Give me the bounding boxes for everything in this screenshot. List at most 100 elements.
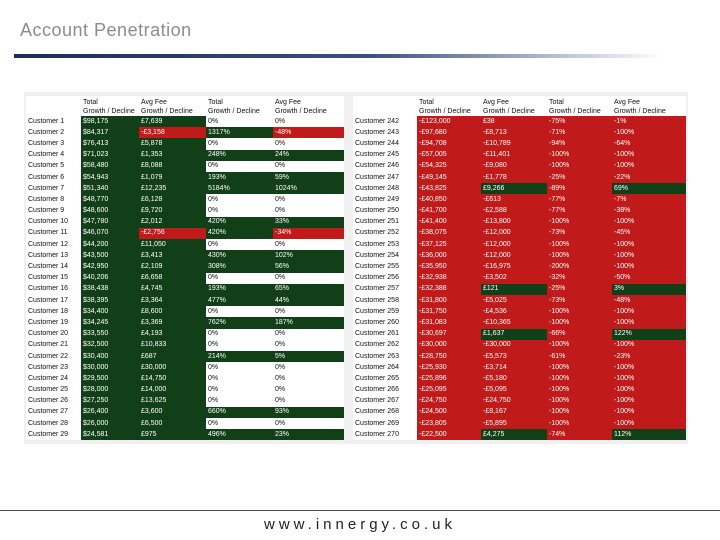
- column-header: Avg Fee Growth / Decline: [481, 96, 547, 116]
- value-cell: $42,950: [81, 261, 139, 273]
- value-cell: 0%: [273, 116, 344, 128]
- value-cell: 122%: [612, 328, 686, 340]
- value-cell: -£22,500: [417, 429, 481, 441]
- customer-name: Customer 8: [26, 194, 81, 206]
- value-cell: £10,833: [139, 339, 206, 351]
- table-row: Customer 252 -£38,075 -£12,000 -73% -45%: [353, 227, 686, 240]
- table-row: Customer 27 $26,400 £3,600 660% 93%: [26, 406, 344, 419]
- value-cell: -100%: [547, 250, 612, 262]
- value-cell: 193%: [206, 171, 273, 184]
- customer-name: Customer 244: [353, 138, 417, 150]
- value-cell: 0%: [206, 194, 273, 206]
- value-cell: -£28,750: [417, 350, 481, 363]
- table-row: Customer 264 -£25,930 -£3,714 -100% -100%: [353, 362, 686, 374]
- customer-name: Customer 1: [26, 116, 81, 128]
- value-cell: -£31,800: [417, 295, 481, 307]
- value-cell: 0%: [273, 160, 344, 172]
- value-cell: $30,400: [81, 350, 139, 363]
- top-decline-table: Total Growth / Decline Avg Fee Growth / D…: [353, 96, 686, 441]
- customer-name: Customer 29: [26, 429, 81, 441]
- value-cell: 0%: [206, 272, 273, 284]
- value-cell: -£4,536: [481, 306, 547, 318]
- value-cell: $47,780: [81, 216, 139, 228]
- value-cell: 308%: [206, 261, 273, 273]
- value-cell: £2,012: [139, 216, 206, 228]
- table-row: Customer 22 $30,400 £687 214% 5%: [26, 350, 344, 363]
- value-cell: £4,745: [139, 283, 206, 295]
- value-cell: 0%: [206, 205, 273, 217]
- table-row: Customer 253 -£37,125 -£12,000 -100% -100%: [353, 239, 686, 251]
- value-cell: $44,200: [81, 239, 139, 251]
- value-cell: £9,720: [139, 205, 206, 217]
- column-header: Total Growth / Decline: [547, 96, 612, 116]
- customer-name: Customer 20: [26, 328, 81, 340]
- customer-name: Customer 11: [26, 227, 81, 240]
- value-cell: 0%: [206, 306, 273, 318]
- header-row: Total Growth / Decline Avg Fee Growth / D…: [353, 96, 686, 116]
- table-row: Customer 242 -£123,000 £38 -75% -1%: [353, 116, 686, 128]
- value-cell: -£24,750: [417, 395, 481, 407]
- value-cell: 0%: [206, 373, 273, 385]
- value-cell: -£49,145: [417, 171, 481, 184]
- value-cell: £3,364: [139, 295, 206, 307]
- value-cell: -61%: [547, 350, 612, 363]
- value-cell: 0%: [206, 395, 273, 407]
- value-cell: £1,353: [139, 149, 206, 161]
- customer-name: Customer 269: [353, 418, 417, 430]
- value-cell: -100%: [547, 395, 612, 407]
- table-row: Customer 13 $43,500 £3,413 430% 102%: [26, 250, 344, 262]
- value-cell: -£43,825: [417, 183, 481, 195]
- value-cell: 0%: [206, 239, 273, 251]
- table-row: Customer 28 $26,000 £6,500 0% 0%: [26, 418, 344, 430]
- value-cell: 0%: [206, 138, 273, 150]
- value-cell: -32%: [547, 272, 612, 284]
- value-cell: -34%: [273, 227, 344, 240]
- table-row: Customer 250 -£41,700 -£2,588 -77% -38%: [353, 205, 686, 217]
- table-row: Customer 246 -£54,325 -£9,080 -100% -100%: [353, 160, 686, 172]
- customer-name: Customer 22: [26, 350, 81, 363]
- customer-name: Customer 9: [26, 205, 81, 217]
- table-row: Customer 260 -£31,083 -£10,365 -100% -100%: [353, 317, 686, 329]
- value-cell: -100%: [547, 239, 612, 251]
- value-cell: -74%: [547, 429, 612, 441]
- value-cell: -£10,789: [481, 138, 547, 150]
- value-cell: 0%: [273, 194, 344, 206]
- value-cell: -£9,080: [481, 160, 547, 172]
- value-cell: $28,000: [81, 384, 139, 396]
- value-cell: -100%: [547, 317, 612, 329]
- value-cell: -£12,000: [481, 239, 547, 251]
- value-cell: -45%: [612, 227, 686, 240]
- value-cell: -£8,713: [481, 127, 547, 139]
- value-cell: £2,109: [139, 261, 206, 273]
- value-cell: -100%: [547, 160, 612, 172]
- value-cell: $34,245: [81, 317, 139, 329]
- value-cell: $29,500: [81, 373, 139, 385]
- value-cell: -£123,000: [417, 116, 481, 128]
- value-cell: 65%: [273, 283, 344, 295]
- value-cell: -100%: [547, 373, 612, 385]
- value-cell: £12,235: [139, 183, 206, 195]
- value-cell: -£38,075: [417, 227, 481, 240]
- footer-divider: [0, 510, 720, 511]
- value-cell: -£5,025: [481, 295, 547, 307]
- value-cell: -£31,750: [417, 306, 481, 318]
- customer-name: Customer 262: [353, 339, 417, 351]
- table-row: Customer 262 -£30,000 -£30,000 -100% -100%: [353, 339, 686, 351]
- value-cell: -100%: [547, 339, 612, 351]
- value-cell: 187%: [273, 317, 344, 329]
- value-cell: -22%: [612, 171, 686, 184]
- value-cell: £975: [139, 429, 206, 441]
- value-cell: -38%: [612, 205, 686, 217]
- value-cell: -£613: [481, 194, 547, 206]
- value-cell: 430%: [206, 250, 273, 262]
- value-cell: -94%: [547, 138, 612, 150]
- table-row: Customer 25 $28,000 £14,000 0% 0%: [26, 384, 344, 396]
- value-cell: 0%: [273, 205, 344, 217]
- customer-name: Customer 17: [26, 295, 81, 307]
- customer-name: Customer 5: [26, 160, 81, 172]
- table-row: Customer 23 $30,000 £30,000 0% 0%: [26, 362, 344, 374]
- value-cell: -48%: [273, 127, 344, 139]
- value-cell: -100%: [612, 373, 686, 385]
- value-cell: 0%: [206, 418, 273, 430]
- header-row: Total Growth / Decline Avg Fee Growth / D…: [26, 96, 344, 116]
